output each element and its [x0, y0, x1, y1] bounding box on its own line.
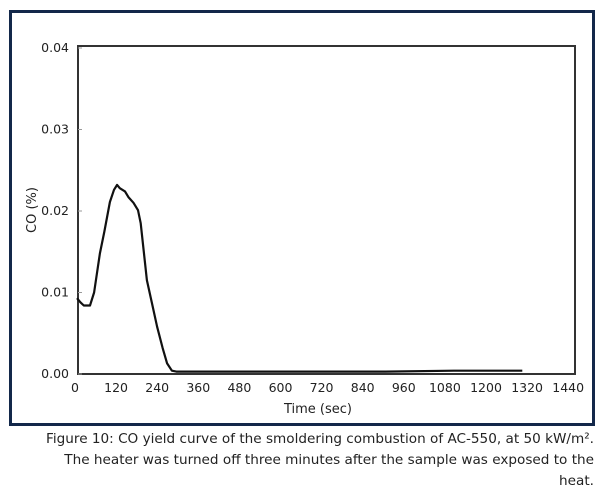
x-tick-label: 480: [227, 380, 251, 395]
x-tick-label: 120: [104, 380, 128, 395]
y-axis-label: CO (%): [25, 187, 40, 233]
x-tick-label: 240: [145, 380, 169, 395]
y-tick-label: 0.00: [41, 366, 69, 381]
x-tick-label: 720: [310, 380, 334, 395]
x-axis-label: Time (sec): [283, 402, 352, 417]
x-tick-label: 960: [392, 380, 416, 395]
caption-line-3: heat.: [559, 473, 594, 489]
figure-caption: Figure 10: CO yield curve of the smolder…: [4, 429, 594, 492]
y-tick-label: 0.02: [41, 203, 69, 218]
figure-frame: [9, 10, 595, 426]
x-tick-label: 1080: [429, 380, 461, 395]
x-tick-label: 840: [351, 380, 375, 395]
y-tick-label: 0.04: [41, 40, 69, 55]
plot-area: [77, 45, 576, 375]
x-tick-label: 600: [269, 380, 293, 395]
x-tick-label: 1200: [470, 380, 502, 395]
x-tick-label: 0: [71, 380, 79, 395]
caption-line-1: Figure 10: CO yield curve of the smolder…: [46, 431, 594, 447]
y-tick-label: 0.03: [41, 122, 69, 137]
caption-line-2: The heater was turned off three minutes …: [64, 452, 594, 468]
x-tick-label: 1320: [511, 380, 543, 395]
y-tick-label: 0.01: [41, 285, 69, 300]
co-series-line: [76, 183, 523, 373]
x-tick-label: 1440: [552, 380, 584, 395]
x-tick-label: 360: [186, 380, 210, 395]
